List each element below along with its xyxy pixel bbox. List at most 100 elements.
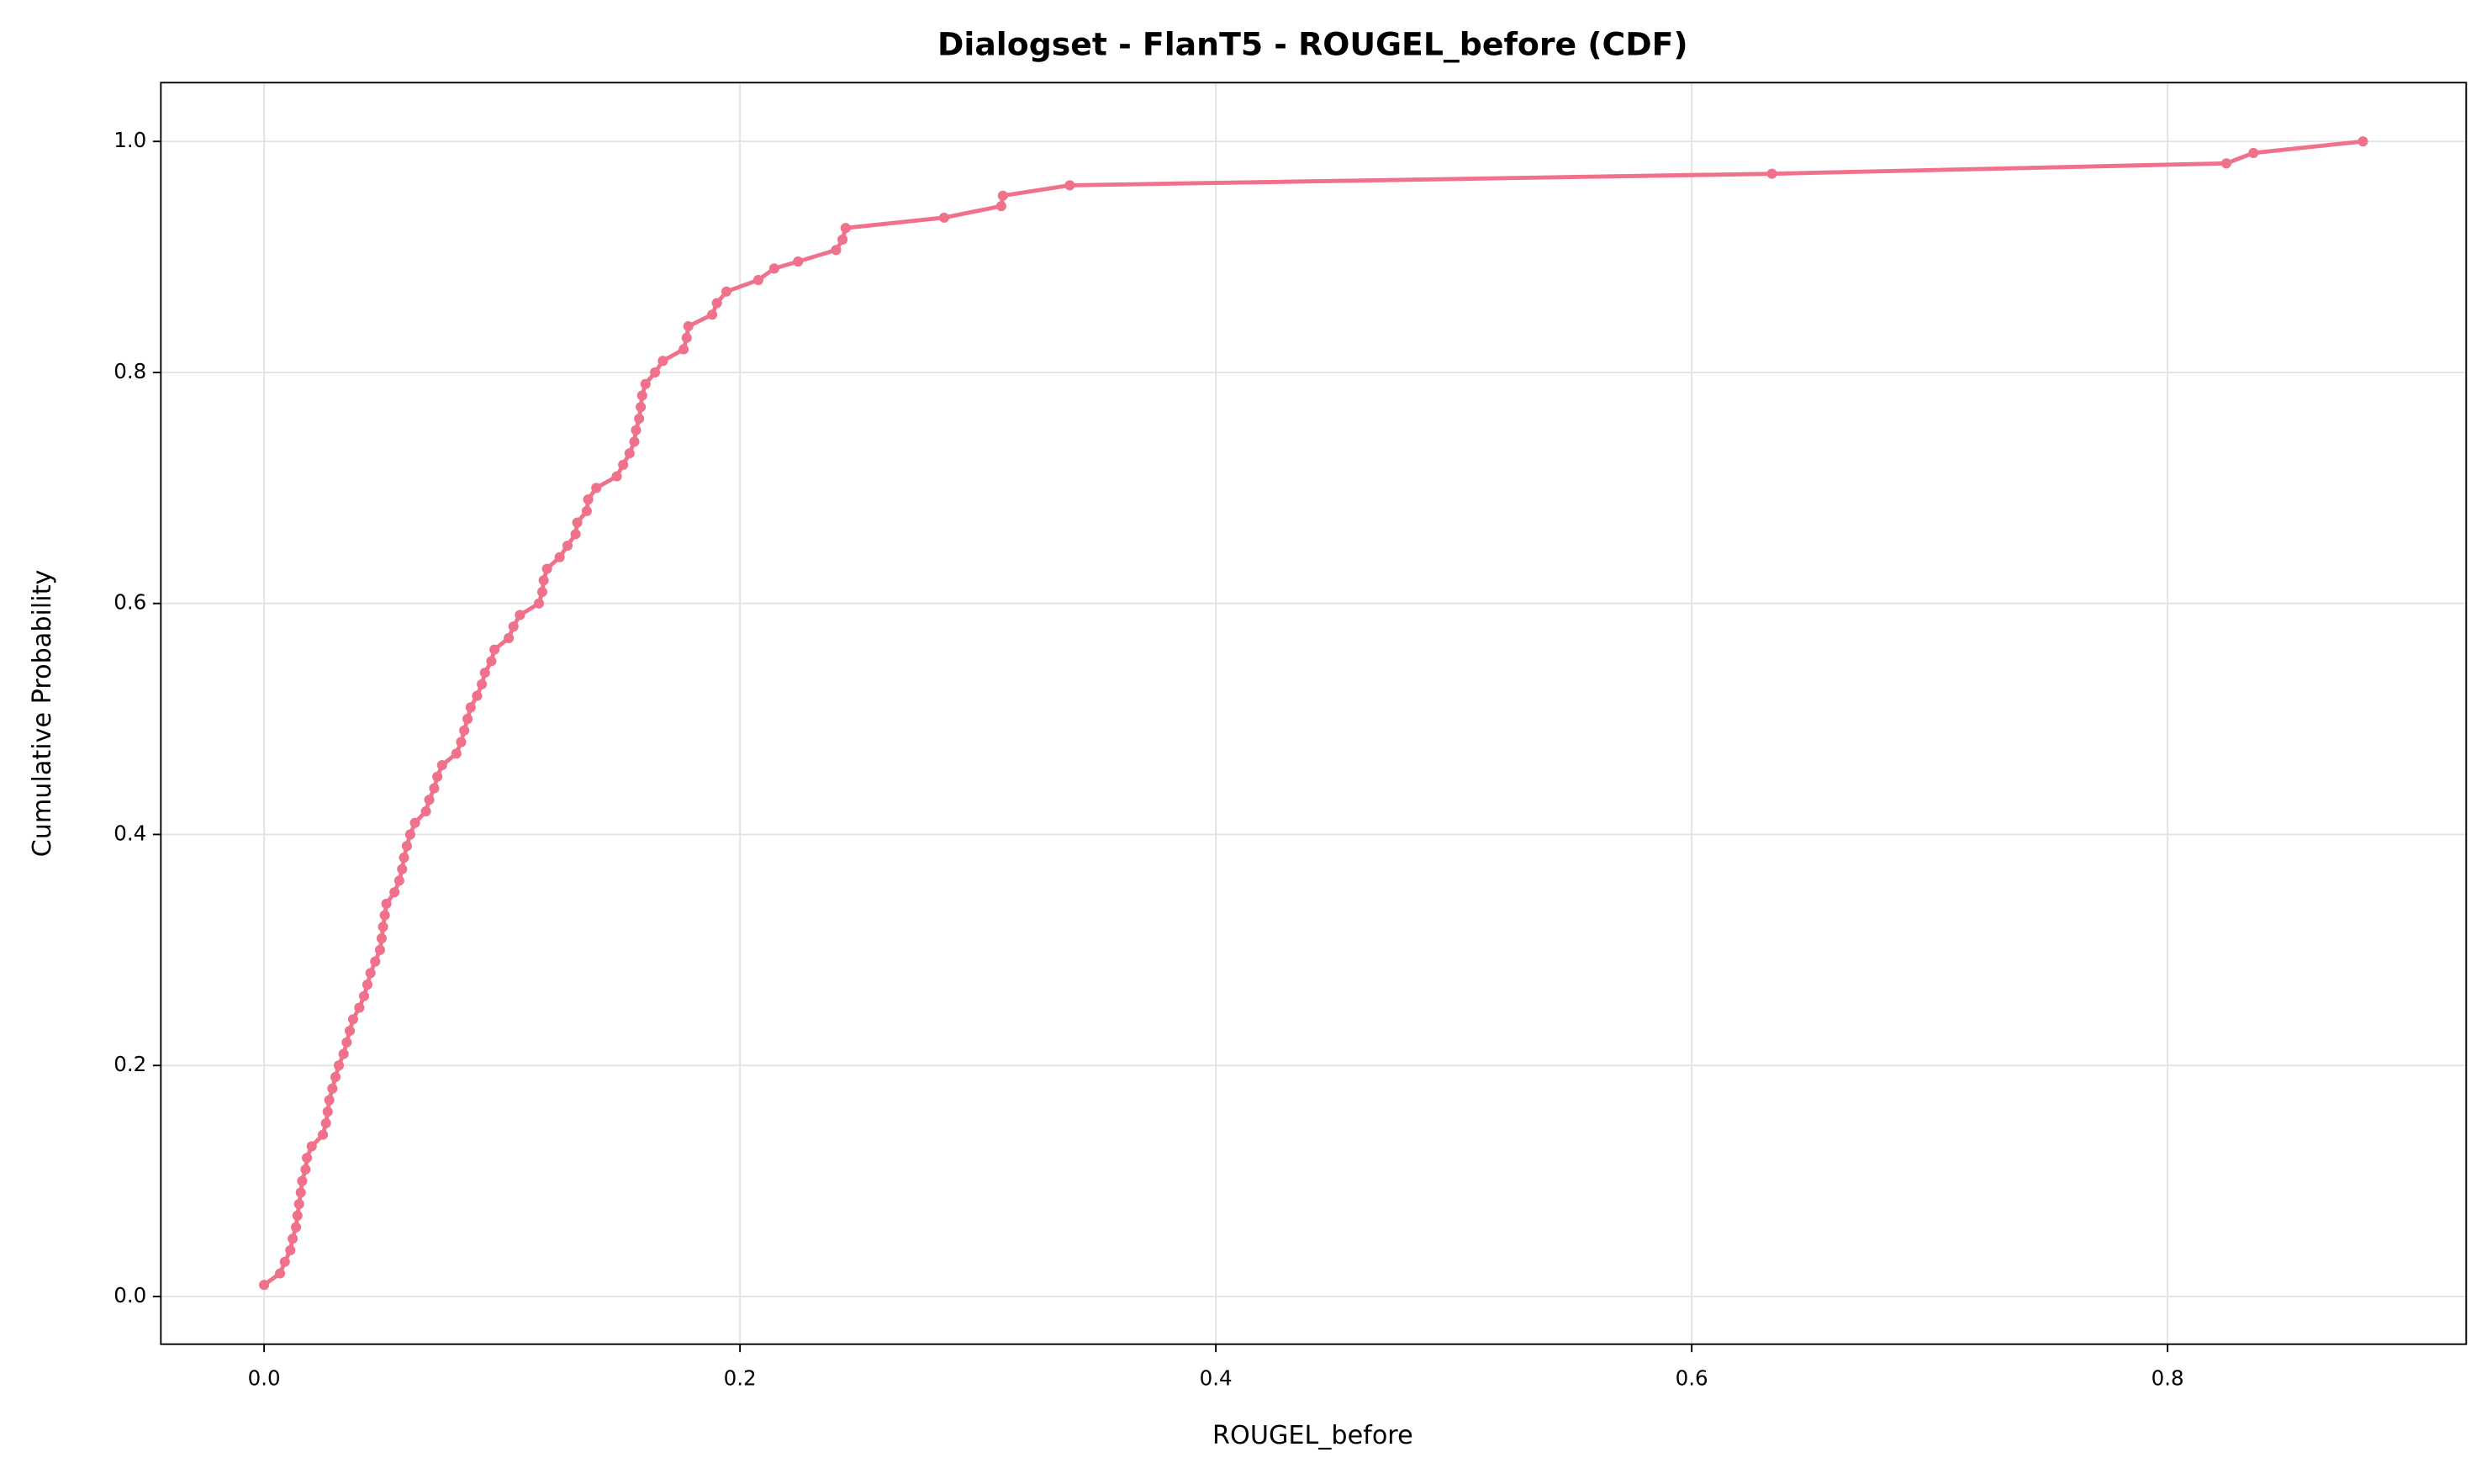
point <box>370 956 381 967</box>
point <box>554 552 565 562</box>
point <box>541 563 552 574</box>
point <box>317 1129 329 1140</box>
point <box>657 356 668 367</box>
point <box>302 1153 313 1164</box>
point <box>404 829 415 840</box>
y-tick-label: 0.0 <box>114 1283 146 1307</box>
chart-title: Dialogset - FlanT5 - ROUGEL_before (CDF) <box>937 25 1688 62</box>
point <box>292 1210 303 1221</box>
point <box>479 668 490 679</box>
point <box>472 690 483 701</box>
point <box>275 1268 286 1279</box>
point <box>831 245 842 256</box>
grid: 0.0 0.2 0.4 0.6 0.8 0.0 0.2 0.4 0.6 0.8 1.0 <box>114 82 2467 1390</box>
point <box>347 1014 359 1025</box>
point <box>508 621 519 632</box>
point <box>456 737 467 747</box>
point <box>297 1175 308 1186</box>
point <box>344 1025 356 1037</box>
point <box>288 1233 298 1244</box>
x-tick-label: 0.0 <box>248 1365 281 1390</box>
point <box>618 459 629 470</box>
point <box>533 598 545 609</box>
point <box>338 1048 349 1059</box>
point <box>2357 136 2368 147</box>
point <box>611 471 622 482</box>
y-tick-label: 0.6 <box>114 590 146 615</box>
point <box>477 679 488 689</box>
point <box>401 841 412 852</box>
point <box>462 714 473 725</box>
point <box>634 413 645 424</box>
point <box>840 223 851 234</box>
point <box>624 448 635 459</box>
point <box>432 771 443 782</box>
point <box>306 1141 317 1152</box>
x-tick-label: 0.2 <box>724 1365 757 1390</box>
point <box>409 817 420 828</box>
point <box>291 1222 302 1233</box>
point <box>515 610 525 621</box>
point <box>572 517 583 528</box>
point <box>536 586 548 598</box>
point <box>583 494 594 505</box>
point <box>330 1071 341 1082</box>
point <box>459 725 470 736</box>
point <box>2248 147 2259 158</box>
point <box>341 1037 352 1048</box>
point <box>1064 180 1075 191</box>
point <box>711 298 722 309</box>
x-tick-label: 0.4 <box>1200 1365 1233 1390</box>
point <box>279 1256 290 1267</box>
point <box>938 212 950 223</box>
y-tick-label: 0.4 <box>114 821 146 845</box>
point <box>397 863 408 874</box>
point <box>768 263 779 274</box>
point <box>295 1187 306 1198</box>
point <box>683 320 694 332</box>
point <box>358 990 370 1001</box>
point <box>379 910 390 921</box>
point <box>389 887 400 898</box>
y-tick-label: 0.8 <box>114 359 146 383</box>
cdf-line <box>262 139 2363 1287</box>
y-axis-label: Cumulative Probability <box>28 570 57 858</box>
point <box>429 783 440 794</box>
point <box>381 898 392 909</box>
point <box>420 805 431 817</box>
point <box>365 968 376 979</box>
point <box>489 644 500 655</box>
point <box>706 309 718 320</box>
point <box>424 795 435 805</box>
point <box>678 344 689 355</box>
point <box>995 201 1006 212</box>
point <box>1766 168 1777 179</box>
point <box>285 1244 296 1256</box>
point <box>636 402 647 413</box>
point <box>640 378 651 389</box>
point <box>997 190 1008 201</box>
point <box>377 922 388 932</box>
point <box>629 436 640 447</box>
point <box>259 1280 270 1291</box>
point <box>300 1164 311 1175</box>
axes-frame <box>160 82 2468 1345</box>
point <box>362 980 373 990</box>
x-axis-label: ROUGEL_before <box>1212 1421 1413 1450</box>
point <box>631 425 641 436</box>
x-tick-label: 0.6 <box>1676 1365 1708 1390</box>
point <box>333 1060 345 1071</box>
point <box>399 852 409 863</box>
point <box>591 483 602 494</box>
point <box>2220 158 2232 169</box>
point <box>293 1199 304 1210</box>
point <box>451 748 462 759</box>
point <box>752 274 763 286</box>
plot-area <box>259 136 2368 1291</box>
point <box>837 234 848 246</box>
point <box>636 390 647 401</box>
point <box>320 1117 331 1128</box>
point <box>393 875 404 886</box>
